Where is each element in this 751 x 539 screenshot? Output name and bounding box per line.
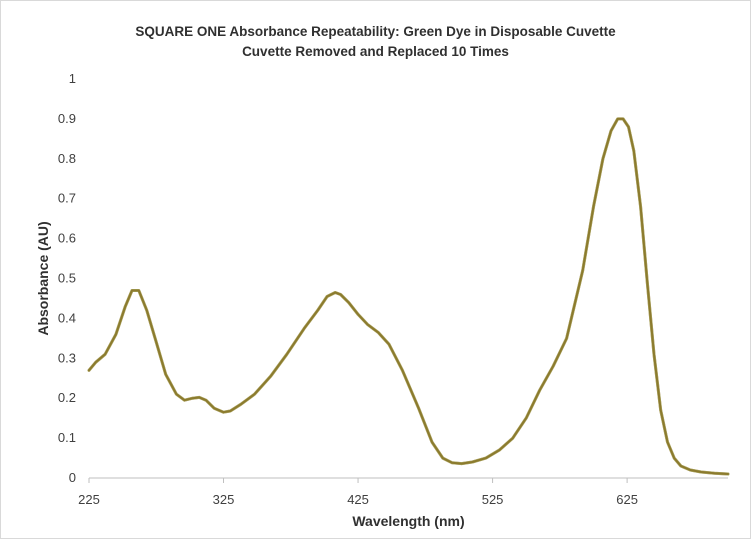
y-tick-label: 0.9 xyxy=(58,111,76,126)
chart-title-block: SQUARE ONE Absorbance Repeatability: Gre… xyxy=(0,22,751,62)
y-tick-label: 0.8 xyxy=(58,151,76,166)
y-tick-label: 0.1 xyxy=(58,430,76,445)
y-tick-label: 0.3 xyxy=(58,350,76,365)
y-tick-label: 1 xyxy=(69,71,76,86)
y-tick-label: 0.4 xyxy=(58,310,76,325)
series-line xyxy=(87,117,730,476)
y-axis-title: Absorbance (AU) xyxy=(35,221,51,335)
x-tick-label: 425 xyxy=(347,492,369,507)
y-tick-label: 0.6 xyxy=(58,231,76,246)
y-tick-labels: 0 0.1 0.2 0.3 0.4 0.5 0.6 0.7 0.8 0.9 1 xyxy=(58,71,76,485)
x-axis-title: Wavelength (nm) xyxy=(352,513,464,529)
x-tick-label: 625 xyxy=(616,492,638,507)
x-tick-label: 325 xyxy=(213,492,235,507)
x-tick-labels: 225 325 425 525 625 xyxy=(78,492,638,507)
x-tick-label: 525 xyxy=(482,492,504,507)
series-line xyxy=(88,117,729,475)
chart-title: SQUARE ONE Absorbance Repeatability: Gre… xyxy=(135,24,616,39)
y-tick-label: 0 xyxy=(69,470,76,485)
y-tick-label: 0.2 xyxy=(58,390,76,405)
x-tick-label: 225 xyxy=(78,492,100,507)
chart-subtitle: Cuvette Removed and Replaced 10 Times xyxy=(242,44,509,59)
y-tick-label: 0.5 xyxy=(58,271,76,286)
y-tick-label: 0.7 xyxy=(58,191,76,206)
series-lines xyxy=(87,117,730,476)
x-tick-marks xyxy=(88,478,628,483)
series-line xyxy=(87,117,730,476)
